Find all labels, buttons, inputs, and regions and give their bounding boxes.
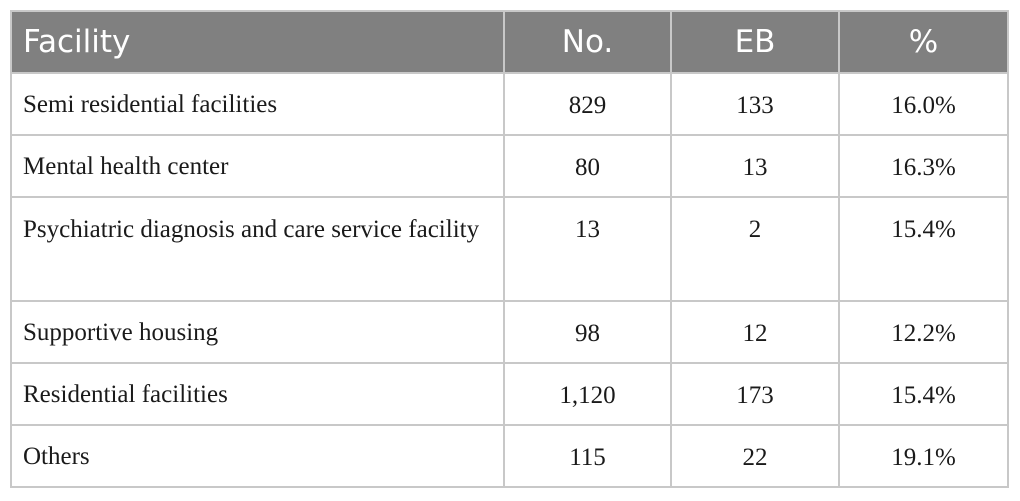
table-body: Semi residential facilities 829 133 16.0… bbox=[10, 72, 1009, 488]
cell-facility: Semi residential facilities bbox=[10, 72, 505, 136]
table-row: Supportive housing 98 12 12.2% bbox=[10, 300, 1009, 364]
table-row: Residential facilities 1,120 173 15.4% bbox=[10, 362, 1009, 426]
cell-percent: 19.1% bbox=[838, 424, 1009, 488]
cell-facility: Supportive housing bbox=[10, 300, 505, 364]
cell-no: 115 bbox=[503, 424, 672, 488]
table-row: Mental health center 80 13 16.3% bbox=[10, 134, 1009, 198]
header-eb: EB bbox=[670, 10, 840, 74]
cell-no: 80 bbox=[503, 134, 672, 198]
header-no: No. bbox=[503, 10, 672, 74]
cell-percent: 16.3% bbox=[838, 134, 1009, 198]
cell-percent: 16.0% bbox=[838, 72, 1009, 136]
facility-table: Facility No. EB % Semi residential facil… bbox=[10, 10, 1009, 488]
table-row: Others 115 22 19.1% bbox=[10, 424, 1009, 488]
table-header: Facility No. EB % bbox=[10, 10, 1009, 74]
cell-facility: Residential facilities bbox=[10, 362, 505, 426]
table-row: Psychiatric diagnosis and care service f… bbox=[10, 196, 1009, 302]
cell-no: 829 bbox=[503, 72, 672, 136]
cell-percent: 12.2% bbox=[838, 300, 1009, 364]
header-facility: Facility bbox=[10, 10, 505, 74]
cell-eb: 13 bbox=[670, 134, 840, 198]
cell-no: 1,120 bbox=[503, 362, 672, 426]
table-row: Semi residential facilities 829 133 16.0… bbox=[10, 72, 1009, 136]
cell-facility: Others bbox=[10, 424, 505, 488]
cell-percent: 15.4% bbox=[838, 196, 1009, 302]
header-percent: % bbox=[838, 10, 1009, 74]
cell-eb: 12 bbox=[670, 300, 840, 364]
cell-facility: Psychiatric diagnosis and care service f… bbox=[10, 196, 505, 302]
cell-eb: 22 bbox=[670, 424, 840, 488]
cell-no: 98 bbox=[503, 300, 672, 364]
cell-percent: 15.4% bbox=[838, 362, 1009, 426]
cell-eb: 2 bbox=[670, 196, 840, 302]
cell-no: 13 bbox=[503, 196, 672, 302]
header-row: Facility No. EB % bbox=[10, 10, 1009, 74]
cell-eb: 133 bbox=[670, 72, 840, 136]
cell-facility: Mental health center bbox=[10, 134, 505, 198]
cell-eb: 173 bbox=[670, 362, 840, 426]
